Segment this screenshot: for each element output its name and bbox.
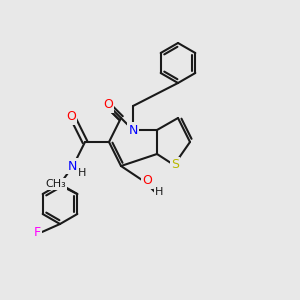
Text: N: N	[128, 124, 138, 136]
Text: N: N	[67, 160, 77, 172]
Text: H: H	[155, 187, 163, 197]
Text: H: H	[78, 168, 86, 178]
Text: S: S	[171, 158, 179, 172]
Text: O: O	[66, 110, 76, 124]
Text: O: O	[103, 98, 113, 112]
Text: O: O	[142, 175, 152, 188]
Text: CH₃: CH₃	[45, 179, 66, 189]
Text: F: F	[33, 226, 40, 238]
